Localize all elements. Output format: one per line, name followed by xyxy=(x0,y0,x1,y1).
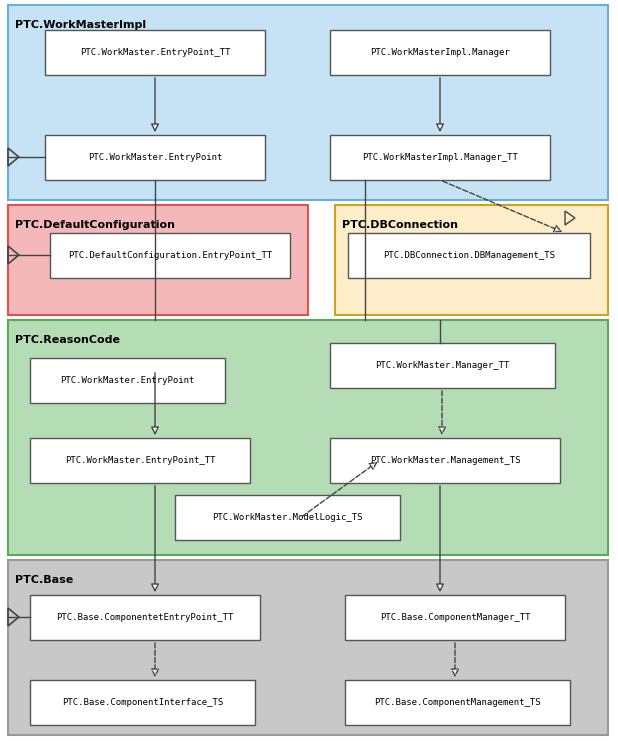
Bar xyxy=(50,233,290,278)
Bar xyxy=(330,438,560,483)
Text: PTC.WorkMaster.Management_TS: PTC.WorkMaster.Management_TS xyxy=(370,456,520,465)
Text: PTC.Base.ComponentManager_TT: PTC.Base.ComponentManager_TT xyxy=(379,613,530,622)
Text: PTC.DBConnection.DBManagement_TS: PTC.DBConnection.DBManagement_TS xyxy=(383,251,555,260)
Bar xyxy=(8,320,608,555)
Text: PTC.WorkMasterImpl.Manager: PTC.WorkMasterImpl.Manager xyxy=(370,48,510,57)
Text: PTC.WorkMasterImpl.Manager_TT: PTC.WorkMasterImpl.Manager_TT xyxy=(362,153,518,162)
Bar xyxy=(45,135,265,180)
Text: PTC.ReasonCode: PTC.ReasonCode xyxy=(15,335,120,345)
Bar xyxy=(30,358,225,403)
Bar xyxy=(345,680,570,725)
Bar xyxy=(348,233,590,278)
Bar xyxy=(8,205,308,315)
Text: PTC.WorkMaster.EntryPoint: PTC.WorkMaster.EntryPoint xyxy=(88,153,222,162)
Text: PTC.WorkMaster.Manager_TT: PTC.WorkMaster.Manager_TT xyxy=(375,361,510,370)
Text: PTC.DefaultConfiguration.EntryPoint_TT: PTC.DefaultConfiguration.EntryPoint_TT xyxy=(68,251,272,260)
Text: PTC.DBConnection: PTC.DBConnection xyxy=(342,220,458,230)
Bar xyxy=(330,135,550,180)
Bar xyxy=(8,5,608,200)
Text: PTC.Base.ComponentManagement_TS: PTC.Base.ComponentManagement_TS xyxy=(374,698,541,707)
Bar xyxy=(30,438,250,483)
Bar xyxy=(330,30,550,75)
Text: PTC.WorkMaster.ModelLogic_TS: PTC.WorkMaster.ModelLogic_TS xyxy=(212,513,363,522)
Bar xyxy=(345,595,565,640)
Text: PTC.WorkMaster.EntryPoint_TT: PTC.WorkMaster.EntryPoint_TT xyxy=(65,456,215,465)
Bar xyxy=(30,595,260,640)
Text: PTC.Base.ComponentetEntryPoint_TT: PTC.Base.ComponentetEntryPoint_TT xyxy=(56,613,234,622)
Text: PTC.WorkMaster.EntryPoint_TT: PTC.WorkMaster.EntryPoint_TT xyxy=(80,48,231,57)
Text: PTC.DefaultConfiguration: PTC.DefaultConfiguration xyxy=(15,220,175,230)
Bar xyxy=(175,495,400,540)
Text: PTC.WorkMasterImpl: PTC.WorkMasterImpl xyxy=(15,20,146,30)
Text: PTC.WorkMaster.EntryPoint: PTC.WorkMaster.EntryPoint xyxy=(61,376,195,385)
Bar xyxy=(330,343,555,388)
Bar xyxy=(45,30,265,75)
Text: PTC.Base: PTC.Base xyxy=(15,575,74,585)
Bar xyxy=(30,680,255,725)
Bar xyxy=(335,205,608,315)
Bar xyxy=(8,560,608,735)
Text: PTC.Base.ComponentInterface_TS: PTC.Base.ComponentInterface_TS xyxy=(62,698,223,707)
